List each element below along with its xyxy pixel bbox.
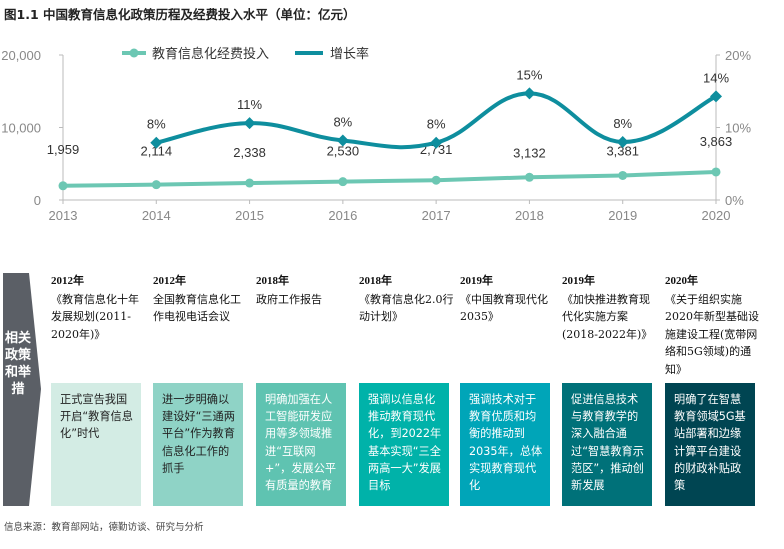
x-tick-label: 2018	[515, 208, 544, 223]
growth-rate-label: 8%	[427, 117, 446, 132]
growth-rate-point	[616, 136, 629, 148]
measure-card: 强调技术对于教育优质和均衡的推动到2035年，总体实现教育现代化	[460, 383, 550, 506]
measure-card: 明确了在智慧教育领域5G基站部署和边缘计算平台建设的财政补贴政策	[665, 383, 755, 506]
spending-point	[431, 175, 441, 185]
growth-rate-point	[710, 90, 722, 103]
x-tick-label: 2013	[49, 208, 78, 223]
spending-label: 2,338	[233, 145, 266, 160]
x-tick-label: 2014	[142, 208, 171, 223]
spending-point	[524, 172, 534, 182]
right-tick-label: 10%	[725, 121, 751, 136]
x-tick-label: 2017	[422, 208, 451, 223]
measure-card: 强调以信息化推动教育现代化，到2022年基本实现“三全两高一大”发展目标	[359, 383, 449, 506]
x-tick-label: 2016	[328, 208, 357, 223]
growth-rate-point	[523, 87, 536, 100]
legend-growth-label: 增长率	[330, 46, 369, 61]
growth-rate-point	[150, 136, 163, 149]
left-tick-label: 20,000	[1, 48, 41, 63]
combo-line-chart: 0 10,000 20,000 0% 10% 20% 2013 2014 2015 2016 201…	[1, 46, 751, 223]
growth-rate-point	[336, 134, 349, 147]
policy-title: 《教育信息化2.0行动计划》	[359, 292, 454, 324]
policy-year: 2019年	[460, 275, 493, 287]
spending-label: 2,530	[327, 144, 360, 159]
policy-item: 2012年全国教育信息化工作电视电话会议	[153, 273, 249, 326]
measure-card: 促进信息技术与教育教学的深入融合通过“智慧教育示范区”，推动创新发展	[562, 383, 652, 506]
policy-item: 2018年政府工作报告	[256, 273, 352, 308]
growth-rate-label: 8%	[147, 117, 166, 132]
growth-rate-label: 11%	[237, 97, 262, 112]
figure-title: 图1.1 中国教育信息化政策历程及经费投入水平（单位：亿元）	[4, 7, 356, 22]
left-tick-label: 10,000	[1, 121, 41, 136]
growth-rate-point	[243, 117, 256, 130]
spending-label: 2,114	[140, 144, 172, 159]
legend-spending-marker	[129, 48, 139, 58]
policy-title: 全国教育信息化工作电视电话会议	[153, 292, 241, 324]
x-tick-label: 2019	[608, 208, 637, 223]
growth-rate-label: 8%	[613, 116, 632, 131]
arrow-banner	[3, 273, 41, 506]
growth-rate-label: 8%	[333, 115, 352, 130]
spending-point	[711, 167, 721, 177]
side-label: 相关政策和举措	[5, 331, 32, 397]
left-tick-label: 0	[34, 193, 41, 208]
policy-title: 政府工作报告	[256, 292, 322, 306]
source-note: 信息来源：教育部网站，德勤访谈、研究与分析	[4, 522, 204, 533]
policy-title: 《加快推进教育现代化实施方案 (2018-2022年)》	[562, 292, 653, 341]
policy-title: 《教育信息化十年发展规划(2011-2020年)》	[51, 292, 139, 341]
spending-point	[245, 178, 255, 188]
spending-label: 3,132	[513, 145, 546, 160]
policy-year: 2018年	[256, 275, 289, 287]
policy-item: 2012年《教育信息化十年发展规划(2011-2020年)》	[51, 273, 147, 343]
measure-card: 明确加强在人工智能研发应用等多领域推进“互联网+”，发展公平有质量的教育	[256, 383, 346, 506]
policy-year: 2019年	[562, 275, 595, 287]
policy-title: 《中国教育现代化2035》	[460, 292, 548, 324]
spending-label: 3,863	[700, 134, 733, 149]
growth-rate-point	[430, 136, 443, 149]
spending-point	[618, 170, 628, 180]
spending-point	[151, 180, 161, 190]
policy-year: 2020年	[665, 275, 698, 287]
spending-line	[62, 169, 717, 188]
measure-card: 进一步明确以建设好“三通两平台”作为教育信息化工作的抓手	[153, 383, 243, 506]
policy-year: 2018年	[359, 275, 392, 287]
right-tick-label: 20%	[725, 48, 751, 63]
x-tick-label: 2015	[235, 208, 264, 223]
spending-point	[58, 181, 68, 191]
policy-item: 2019年《加快推进教育现代化实施方案 (2018-2022年)》	[562, 273, 658, 343]
legend-spending-label: 教育信息化经费投入	[152, 46, 269, 61]
policy-title: 《关于组织实施2020年新型基础设施建设工程(宽带网络和5G领域)的通知》	[665, 292, 759, 376]
measure-card: 正式宣告我国开启“教育信息化”时代	[51, 383, 141, 506]
right-tick-label: 0%	[725, 193, 744, 208]
growth-rate-label: 15%	[516, 67, 542, 82]
spending-point	[338, 177, 348, 187]
policy-item: 2019年《中国教育现代化2035》	[460, 273, 556, 326]
policy-year: 2012年	[153, 275, 186, 287]
x-tick-label: 2020	[702, 208, 731, 223]
policy-item: 2018年《教育信息化2.0行动计划》	[359, 273, 455, 326]
spending-label: 1,959	[47, 142, 80, 157]
policy-item: 2020年《关于组织实施2020年新型基础设施建设工程(宽带网络和5G领域)的通…	[665, 273, 761, 378]
policy-year: 2012年	[51, 275, 84, 287]
spending-label: 3,381	[606, 143, 639, 158]
growth-rate-label: 14%	[703, 70, 729, 85]
